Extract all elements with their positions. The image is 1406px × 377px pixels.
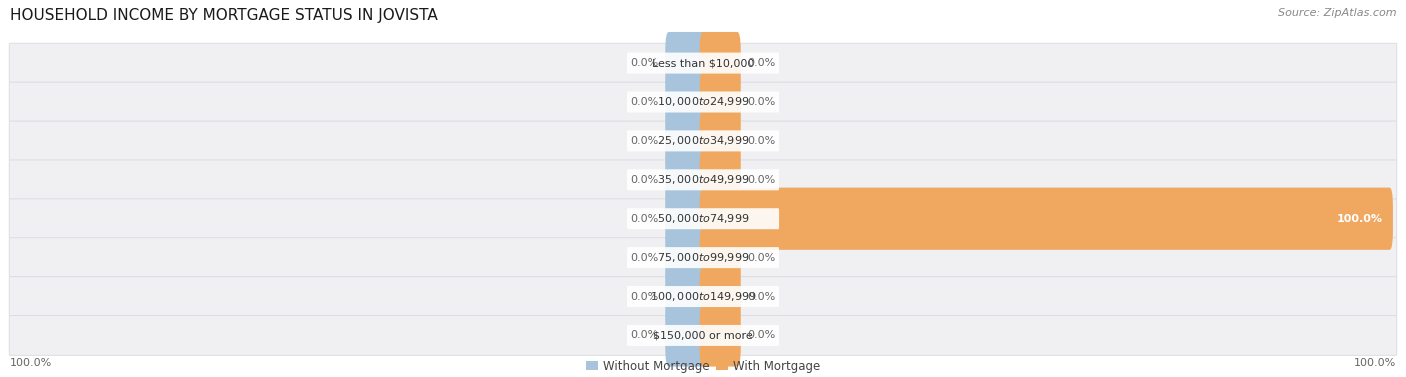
FancyBboxPatch shape bbox=[665, 32, 706, 94]
Text: 0.0%: 0.0% bbox=[630, 97, 658, 107]
Text: 0.0%: 0.0% bbox=[630, 214, 658, 224]
FancyBboxPatch shape bbox=[665, 304, 706, 366]
Text: $150,000 or more: $150,000 or more bbox=[654, 331, 752, 340]
Text: $25,000 to $34,999: $25,000 to $34,999 bbox=[657, 135, 749, 147]
FancyBboxPatch shape bbox=[700, 32, 741, 94]
FancyBboxPatch shape bbox=[665, 110, 706, 172]
FancyBboxPatch shape bbox=[10, 316, 1396, 355]
FancyBboxPatch shape bbox=[665, 149, 706, 211]
Text: $50,000 to $74,999: $50,000 to $74,999 bbox=[657, 212, 749, 225]
Text: 0.0%: 0.0% bbox=[630, 136, 658, 146]
Text: 100.0%: 100.0% bbox=[1337, 214, 1382, 224]
Text: 0.0%: 0.0% bbox=[630, 253, 658, 263]
Text: 0.0%: 0.0% bbox=[630, 175, 658, 185]
Text: $35,000 to $49,999: $35,000 to $49,999 bbox=[657, 173, 749, 186]
FancyBboxPatch shape bbox=[700, 188, 1393, 250]
Text: 0.0%: 0.0% bbox=[630, 331, 658, 340]
FancyBboxPatch shape bbox=[700, 149, 741, 211]
FancyBboxPatch shape bbox=[627, 286, 779, 307]
FancyBboxPatch shape bbox=[700, 71, 741, 133]
Text: Less than $10,000: Less than $10,000 bbox=[652, 58, 754, 68]
FancyBboxPatch shape bbox=[665, 188, 706, 250]
FancyBboxPatch shape bbox=[627, 169, 779, 190]
Text: $100,000 to $149,999: $100,000 to $149,999 bbox=[650, 290, 756, 303]
Text: 100.0%: 100.0% bbox=[1354, 359, 1396, 368]
FancyBboxPatch shape bbox=[700, 304, 741, 366]
Text: 0.0%: 0.0% bbox=[630, 291, 658, 302]
FancyBboxPatch shape bbox=[700, 110, 741, 172]
Text: $75,000 to $99,999: $75,000 to $99,999 bbox=[657, 251, 749, 264]
FancyBboxPatch shape bbox=[10, 277, 1396, 316]
Text: 0.0%: 0.0% bbox=[748, 331, 776, 340]
FancyBboxPatch shape bbox=[10, 82, 1396, 122]
Text: Source: ZipAtlas.com: Source: ZipAtlas.com bbox=[1278, 8, 1396, 18]
Legend: Without Mortgage, With Mortgage: Without Mortgage, With Mortgage bbox=[581, 355, 825, 377]
FancyBboxPatch shape bbox=[627, 208, 779, 229]
FancyBboxPatch shape bbox=[665, 71, 706, 133]
Text: 0.0%: 0.0% bbox=[748, 58, 776, 68]
FancyBboxPatch shape bbox=[10, 121, 1396, 161]
FancyBboxPatch shape bbox=[700, 265, 741, 328]
Text: 0.0%: 0.0% bbox=[748, 175, 776, 185]
FancyBboxPatch shape bbox=[665, 227, 706, 289]
FancyBboxPatch shape bbox=[10, 238, 1396, 277]
Text: 0.0%: 0.0% bbox=[630, 58, 658, 68]
FancyBboxPatch shape bbox=[627, 247, 779, 268]
Text: 100.0%: 100.0% bbox=[10, 359, 52, 368]
FancyBboxPatch shape bbox=[627, 325, 779, 346]
FancyBboxPatch shape bbox=[10, 43, 1396, 83]
FancyBboxPatch shape bbox=[665, 265, 706, 328]
FancyBboxPatch shape bbox=[700, 227, 741, 289]
FancyBboxPatch shape bbox=[627, 92, 779, 112]
FancyBboxPatch shape bbox=[10, 199, 1396, 239]
Text: 0.0%: 0.0% bbox=[748, 97, 776, 107]
Text: HOUSEHOLD INCOME BY MORTGAGE STATUS IN JOVISTA: HOUSEHOLD INCOME BY MORTGAGE STATUS IN J… bbox=[10, 8, 437, 23]
Text: 0.0%: 0.0% bbox=[748, 253, 776, 263]
FancyBboxPatch shape bbox=[627, 130, 779, 152]
Text: 0.0%: 0.0% bbox=[748, 136, 776, 146]
Text: 0.0%: 0.0% bbox=[748, 291, 776, 302]
Text: $10,000 to $24,999: $10,000 to $24,999 bbox=[657, 95, 749, 109]
FancyBboxPatch shape bbox=[10, 160, 1396, 200]
FancyBboxPatch shape bbox=[627, 52, 779, 74]
